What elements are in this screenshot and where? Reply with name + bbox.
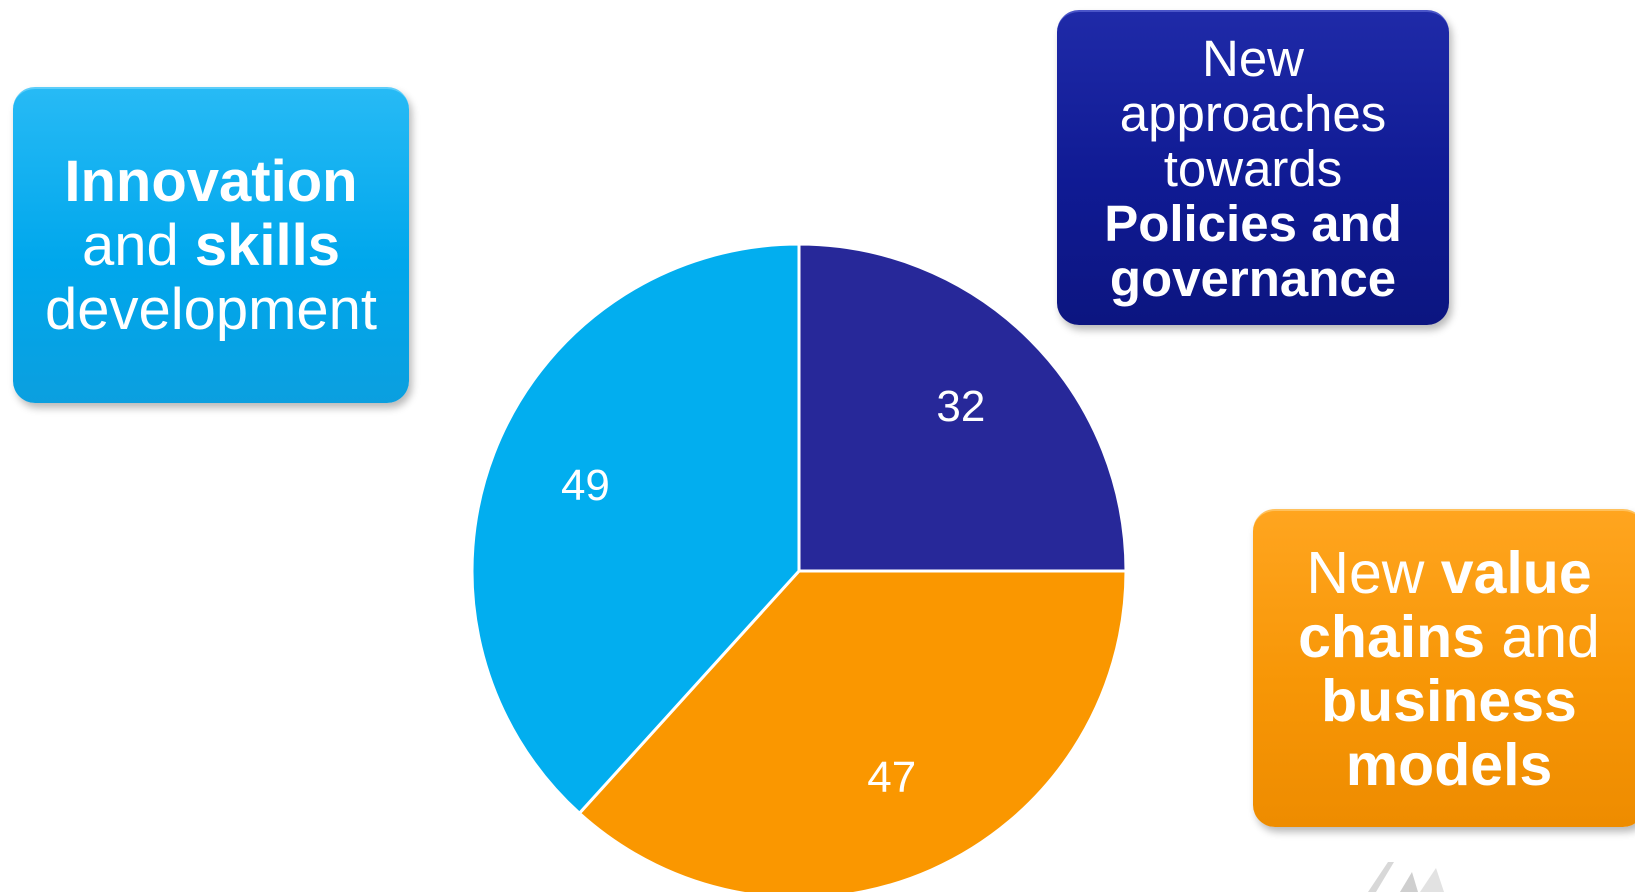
box-text-segment: skills — [194, 213, 340, 278]
box-text-segment: approaches — [1119, 85, 1387, 142]
box-text-line: development — [45, 278, 377, 342]
box-text-segment: New — [1201, 30, 1305, 87]
box-text-segment: governance — [1109, 250, 1397, 307]
pie-slices — [470, 242, 1128, 892]
pie-slice-label: 47 — [867, 753, 916, 802]
box-text-segment: and — [1485, 604, 1600, 670]
pie-labels: 32 47 49 — [561, 382, 985, 802]
label-box-value-chains: New value chains and business models — [1253, 509, 1635, 827]
pie-slice-label: 49 — [561, 461, 610, 510]
partial-logo-mark-icon — [1368, 862, 1444, 892]
label-box-innovation: Innovation and skills development — [13, 87, 409, 403]
pie-slice — [797, 242, 1128, 573]
box-text-line: New value — [1306, 541, 1591, 605]
box-text-line: chains and — [1298, 605, 1600, 669]
pie-slice-label: 32 — [936, 382, 985, 431]
box-text-line: governance — [1110, 251, 1396, 306]
box-text-segment: chains — [1298, 604, 1486, 670]
pie-slice — [577, 569, 1128, 892]
box-text-segment: business — [1321, 668, 1577, 734]
box-text-line: models — [1346, 733, 1553, 797]
box-text-segment: New — [1306, 540, 1441, 606]
box-text-segment: Policies and — [1104, 195, 1402, 252]
label-box-policies-governance: New approaches towards Policies and governan… — [1057, 10, 1449, 325]
box-text-line: business — [1321, 669, 1577, 733]
box-text-line: Innovation — [64, 150, 357, 214]
box-text-line: approaches — [1120, 86, 1387, 141]
box-text-segment: and — [81, 213, 195, 278]
pie-slice — [470, 242, 801, 816]
box-text-line: Policies and — [1104, 196, 1402, 251]
box-text-segment: development — [44, 277, 378, 342]
box-text-segment: Innovation — [64, 149, 358, 214]
box-text-line: and skills — [82, 214, 340, 278]
box-text-line: New — [1202, 31, 1304, 86]
box-text-segment: models — [1345, 732, 1553, 798]
box-text-segment: value — [1440, 540, 1592, 606]
box-text-line: towards — [1164, 141, 1343, 196]
box-text-segment: towards — [1163, 140, 1343, 197]
